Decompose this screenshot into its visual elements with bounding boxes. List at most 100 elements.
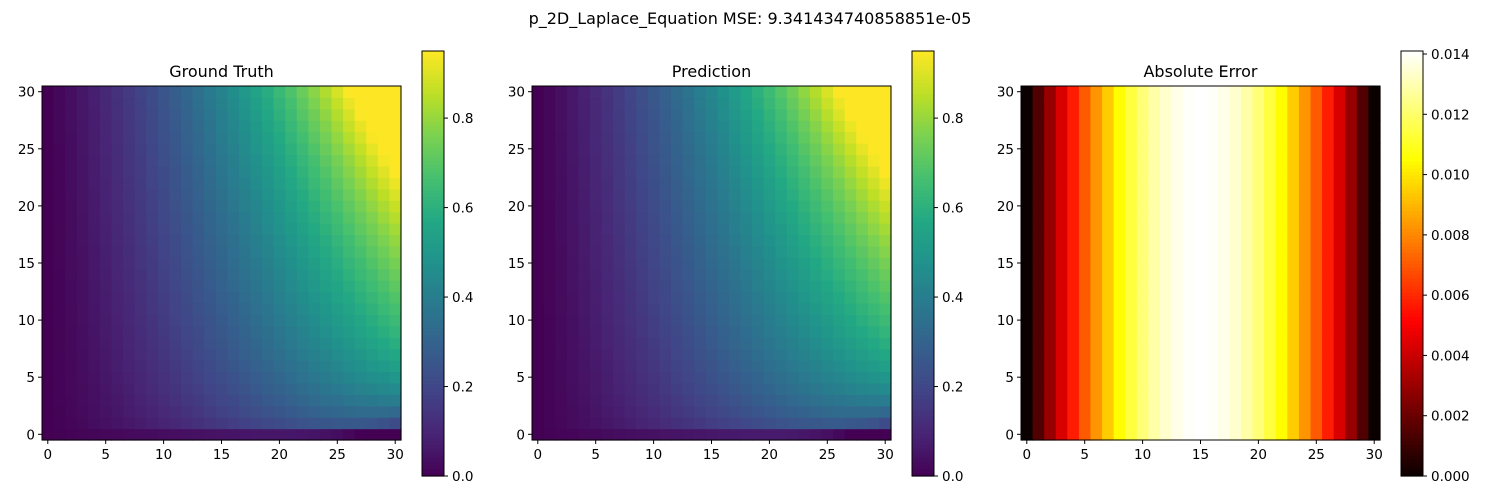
heatmap-cell [123, 394, 136, 407]
heatmap-cell [76, 143, 89, 156]
heatmap-cell [1148, 394, 1161, 407]
heatmap-cell [1368, 245, 1381, 258]
heatmap-cell [273, 417, 286, 430]
heatmap-cell [1298, 120, 1312, 133]
heatmap-cell [1368, 131, 1381, 144]
heatmap-cell [809, 86, 823, 99]
colorbar-segment [1401, 316, 1423, 321]
colorbar-segment [1401, 150, 1423, 155]
heatmap-cell [613, 154, 626, 167]
heatmap-cell [1322, 325, 1335, 338]
heatmap-cell [1217, 154, 1231, 167]
heatmap-cell [775, 291, 788, 304]
heatmap-cell [262, 394, 275, 407]
heatmap-cell [308, 211, 321, 224]
heatmap-cell [1287, 165, 1300, 178]
heatmap-cell [775, 280, 788, 293]
colorbar-segment [912, 366, 934, 371]
colorbar-segment [422, 461, 444, 466]
heatmap-cell [296, 257, 309, 270]
heatmap-cell [262, 337, 275, 350]
colorbar-segment [422, 306, 444, 311]
heatmap-cell [1356, 177, 1370, 190]
heatmap-cell [76, 348, 89, 361]
heatmap-cell [763, 245, 776, 258]
heatmap-cell [1229, 234, 1242, 247]
heatmap-cell [343, 280, 356, 293]
heatmap-cell [821, 280, 834, 293]
heatmap-cell [238, 154, 252, 167]
heatmap-cell [88, 177, 101, 190]
heatmap-cell [555, 177, 568, 190]
heatmap-cell [88, 280, 101, 293]
heatmap-cell [833, 268, 846, 281]
heatmap-cell [238, 97, 252, 110]
heatmap-cell [532, 417, 545, 430]
heatmap-cell [262, 360, 275, 373]
heatmap-cell [555, 211, 568, 224]
heatmap-cell [1078, 86, 1092, 99]
heatmap-cell [566, 86, 579, 99]
heatmap-cell [192, 268, 205, 281]
heatmap-cell [65, 417, 78, 430]
heatmap-cell [1044, 325, 1057, 338]
heatmap-cell [42, 417, 55, 430]
heatmap-cell [319, 108, 333, 121]
heatmap-cell [1229, 337, 1242, 350]
heatmap-cell [157, 268, 170, 281]
heatmap-cell [1125, 348, 1138, 361]
heatmap-cell [844, 143, 857, 156]
heatmap-cell [1194, 291, 1207, 304]
heatmap-cell [296, 325, 309, 338]
heatmap-cell [343, 234, 356, 247]
colorbar-segment [422, 182, 444, 187]
heatmap-cell [578, 120, 591, 133]
heatmap-cell [389, 394, 402, 407]
y-tick-label: 10 [997, 313, 1014, 329]
heatmap-cell [180, 291, 194, 304]
heatmap-cell [215, 337, 228, 350]
heatmap-cell [354, 97, 367, 110]
heatmap-cell [670, 325, 684, 338]
heatmap-cell [786, 188, 799, 201]
heatmap-cell [833, 165, 846, 178]
heatmap-cell [821, 108, 834, 121]
heatmap-cell [1333, 382, 1346, 395]
heatmap-cell [694, 188, 707, 201]
heatmap-cell [389, 86, 402, 99]
heatmap-cell [659, 325, 672, 338]
heatmap-cell [1021, 257, 1034, 270]
heatmap-cell [377, 280, 391, 293]
heatmap-cell [377, 314, 391, 327]
heatmap-cell [1252, 382, 1265, 395]
heatmap-cell [123, 417, 136, 430]
heatmap-cell [555, 200, 568, 213]
heatmap-cell [319, 382, 333, 395]
colorbar-segment [912, 444, 934, 449]
heatmap-cell [1125, 143, 1138, 156]
heatmap-cell [1298, 223, 1312, 236]
heatmap-cell [1125, 280, 1138, 293]
heatmap-cell [682, 154, 695, 167]
heatmap-cell [1264, 154, 1277, 167]
heatmap-cell [169, 200, 182, 213]
heatmap-cell [354, 165, 367, 178]
colorbar-segment [1401, 458, 1423, 463]
heatmap-cell [1194, 428, 1207, 441]
heatmap-cell [613, 360, 626, 373]
heatmap-cell [331, 382, 344, 395]
heatmap-cell [647, 97, 660, 110]
heatmap-cell [1298, 337, 1312, 350]
heatmap-cell [285, 428, 298, 441]
heatmap-cell [354, 302, 367, 315]
heatmap-cell [728, 314, 742, 327]
colorbar-segment [1401, 146, 1423, 151]
heatmap-cell [65, 371, 78, 384]
heatmap-cell [1067, 371, 1080, 384]
heatmap-cell [856, 177, 869, 190]
heatmap-cell [1275, 257, 1288, 270]
heatmap-cell [1229, 371, 1242, 384]
colorbar-segment [912, 433, 934, 438]
colorbar-segment [912, 437, 934, 442]
heatmap-cell [1113, 302, 1126, 315]
